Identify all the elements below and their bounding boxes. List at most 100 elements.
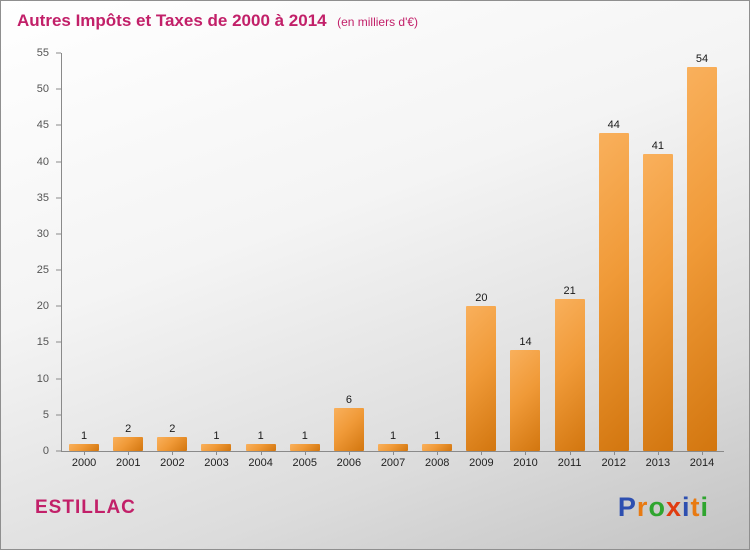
logo-letter: r (636, 492, 649, 522)
x-tick-mark (348, 451, 350, 455)
y-tick-mark (56, 197, 61, 199)
logo-letter: P (617, 492, 637, 522)
logo-letter: i (681, 492, 691, 522)
y-tick-label: 45 (36, 119, 49, 132)
bar-slot: 1 2004 (239, 53, 283, 469)
bar-value-label: 41 (651, 140, 665, 153)
y-tick-label: 15 (36, 336, 49, 349)
x-tick-mark (657, 451, 659, 455)
logo-letter: o (648, 492, 666, 522)
y-tick-mark (56, 414, 61, 416)
y-tick-label: 50 (36, 83, 49, 96)
x-tick-mark (569, 451, 571, 455)
bar-value-label: 14 (519, 335, 532, 348)
chart-subtitle: (en milliers d'€) (337, 15, 419, 29)
x-tick-mark (304, 451, 306, 455)
x-tick-mark (84, 451, 86, 455)
bar (289, 443, 320, 451)
bar (687, 67, 718, 451)
x-axis-label: 2013 (645, 457, 671, 469)
x-axis-label: 2011 (557, 457, 582, 469)
bar-value-label: 1 (434, 429, 441, 442)
proxiti-logo: Proxiti (618, 492, 709, 523)
x-axis-label: 2001 (115, 457, 141, 469)
x-axis-label: 2009 (469, 457, 494, 469)
bar (466, 306, 497, 451)
x-tick-mark (613, 451, 615, 455)
bars-container: 1 2000 2 2001 2 2002 1 2003 1 2004 1 2005 6 2006 1 2007… (62, 53, 724, 469)
y-tick-label: 35 (36, 191, 49, 204)
bar (333, 407, 364, 451)
x-axis-label: 2014 (689, 457, 715, 469)
x-axis-label: 2010 (513, 457, 538, 469)
y-tick-mark (56, 88, 61, 90)
x-axis-label: 2003 (204, 457, 229, 469)
bar-value-label: 1 (81, 429, 88, 442)
y-tick-label: 30 (36, 227, 49, 240)
bar-slot: 1 2003 (194, 53, 238, 469)
x-axis-label: 2005 (292, 457, 318, 469)
bar (245, 443, 276, 451)
y-tick-mark (56, 161, 61, 163)
y-tick-mark (56, 269, 61, 271)
y-tick-mark (56, 233, 61, 235)
x-axis-label: 2006 (336, 457, 362, 469)
logo-letter: t (690, 492, 701, 522)
bar (157, 436, 188, 451)
bar (642, 154, 673, 451)
x-tick-mark (216, 451, 218, 455)
x-tick-mark (172, 451, 174, 455)
bar (69, 443, 100, 451)
x-axis-label: 2000 (71, 457, 97, 469)
y-tick-label: 25 (36, 264, 49, 277)
bar (378, 443, 409, 451)
y-tick-label: 40 (36, 155, 49, 168)
plot-area: 1 2000 2 2001 2 2002 1 2003 1 2004 1 2005 6 2006 1 2007… (61, 53, 724, 469)
bar-value-label: 1 (213, 429, 220, 442)
x-axis-label: 2002 (160, 457, 185, 469)
bar-value-label: 1 (301, 429, 308, 442)
y-tick-mark (56, 341, 61, 343)
bar-slot: 1 2008 (415, 53, 459, 469)
bar (113, 436, 144, 451)
x-tick-mark (393, 451, 395, 455)
bar-slot: 54 2014 (680, 53, 724, 469)
y-axis: 0 5 10 15 20 25 30 35 40 45 50 55 (1, 47, 61, 457)
logo-letter: i (700, 492, 709, 522)
x-tick-mark (128, 451, 130, 455)
y-tick-mark (56, 305, 61, 307)
bar-value-label: 1 (389, 429, 397, 442)
y-tick-label: 5 (42, 408, 49, 421)
bar-slot: 21 2011 (548, 53, 592, 469)
bar (510, 349, 541, 451)
y-tick-mark (56, 124, 61, 126)
y-tick-mark (56, 378, 61, 380)
bar-slot: 1 2000 (62, 53, 106, 469)
y-tick-label: 10 (36, 372, 49, 385)
logo-letter: x (665, 492, 682, 522)
x-axis-label: 2007 (380, 457, 406, 469)
bar-slot: 1 2005 (283, 53, 327, 469)
bar-value-label: 2 (125, 422, 132, 435)
bar-slot: 1 2007 (371, 53, 415, 469)
x-tick-mark (702, 451, 704, 455)
chart-title: Autres Impôts et Taxes de 2000 à 2014 (17, 11, 327, 30)
x-axis-label: 2012 (601, 457, 626, 469)
bar-slot: 20 2009 (459, 53, 503, 469)
bar-slot: 14 2010 (503, 53, 547, 469)
bar-slot: 2 2002 (150, 53, 194, 469)
bar-slot: 6 2006 (327, 53, 371, 469)
x-axis-label: 2008 (424, 457, 450, 469)
y-tick-mark (56, 450, 61, 452)
bar-value-label: 44 (607, 118, 620, 131)
bar (201, 443, 232, 451)
bar (554, 299, 585, 451)
bar-slot: 41 2013 (636, 53, 680, 469)
bar-value-label: 20 (475, 292, 488, 305)
bar (598, 132, 629, 451)
bar-value-label: 21 (563, 285, 576, 298)
bar-value-label: 2 (169, 422, 176, 435)
bar-value-label: 54 (695, 53, 709, 65)
x-tick-mark (481, 451, 483, 455)
